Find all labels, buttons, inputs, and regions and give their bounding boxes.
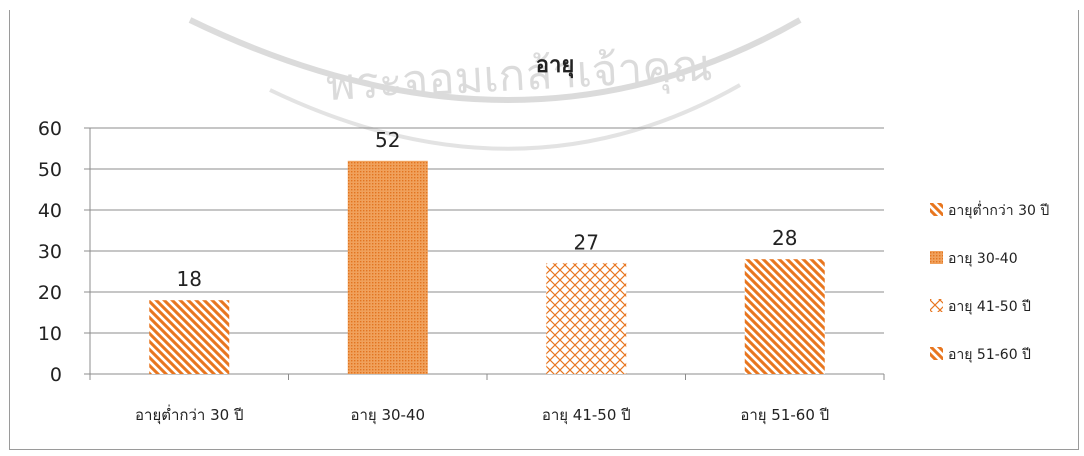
legend-label: อายุ 30-40: [948, 251, 1018, 267]
y-tick-label: 20: [38, 282, 62, 304]
bar-3: [546, 263, 627, 374]
data-label: 52: [375, 128, 400, 152]
legend-swatch: [930, 347, 943, 360]
watermark-seal: พระจอมเกล้าเจ้าคุณ: [188, 17, 802, 151]
legend-swatch: [930, 251, 943, 264]
data-label: 18: [177, 267, 202, 291]
data-label: 27: [574, 230, 599, 254]
chart-title: อายุ: [536, 53, 574, 79]
y-tick-label: 40: [38, 200, 62, 222]
legend-swatch: [930, 299, 943, 312]
x-tick-label: อายุต่ำกว่า 30 ปี: [135, 404, 243, 425]
legend-label: อายุ 51-60 ปี: [948, 347, 1031, 363]
y-axis: 0 10 20 30 40 50 60: [38, 118, 91, 386]
y-tick-label: 50: [38, 159, 62, 181]
bar-1: [149, 300, 230, 374]
legend: อายุต่ำกว่า 30 ปีอายุ 30-40 อายุ 41-50 ปี…: [930, 201, 1049, 363]
legend-label: อายุต่ำกว่า 30 ปี: [948, 201, 1049, 219]
x-tick-label: อายุ 41-50 ปี: [542, 406, 631, 425]
y-tick-label: 0: [50, 364, 62, 386]
chart-frame: [9, 10, 1079, 450]
bars: [149, 160, 825, 374]
y-tick-label: 10: [38, 323, 62, 345]
bar-4: [744, 259, 825, 374]
x-axis: อายุต่ำกว่า 30 ปี อายุ 30-40 อายุ 41-50 ปี…: [89, 373, 885, 425]
data-label: 28: [772, 226, 797, 250]
legend-swatch: [930, 203, 943, 216]
data-labels: 18 52 27 28: [177, 128, 798, 291]
x-tick-label: อายุ 30-40: [350, 406, 425, 425]
legend-label: อายุ 41-50 ปี: [948, 299, 1031, 315]
y-tick-label: 60: [38, 118, 62, 140]
bar-2: [347, 160, 428, 374]
y-tick-label: 30: [38, 241, 62, 263]
x-tick-label: อายุ 51-60 ปี: [740, 406, 829, 425]
